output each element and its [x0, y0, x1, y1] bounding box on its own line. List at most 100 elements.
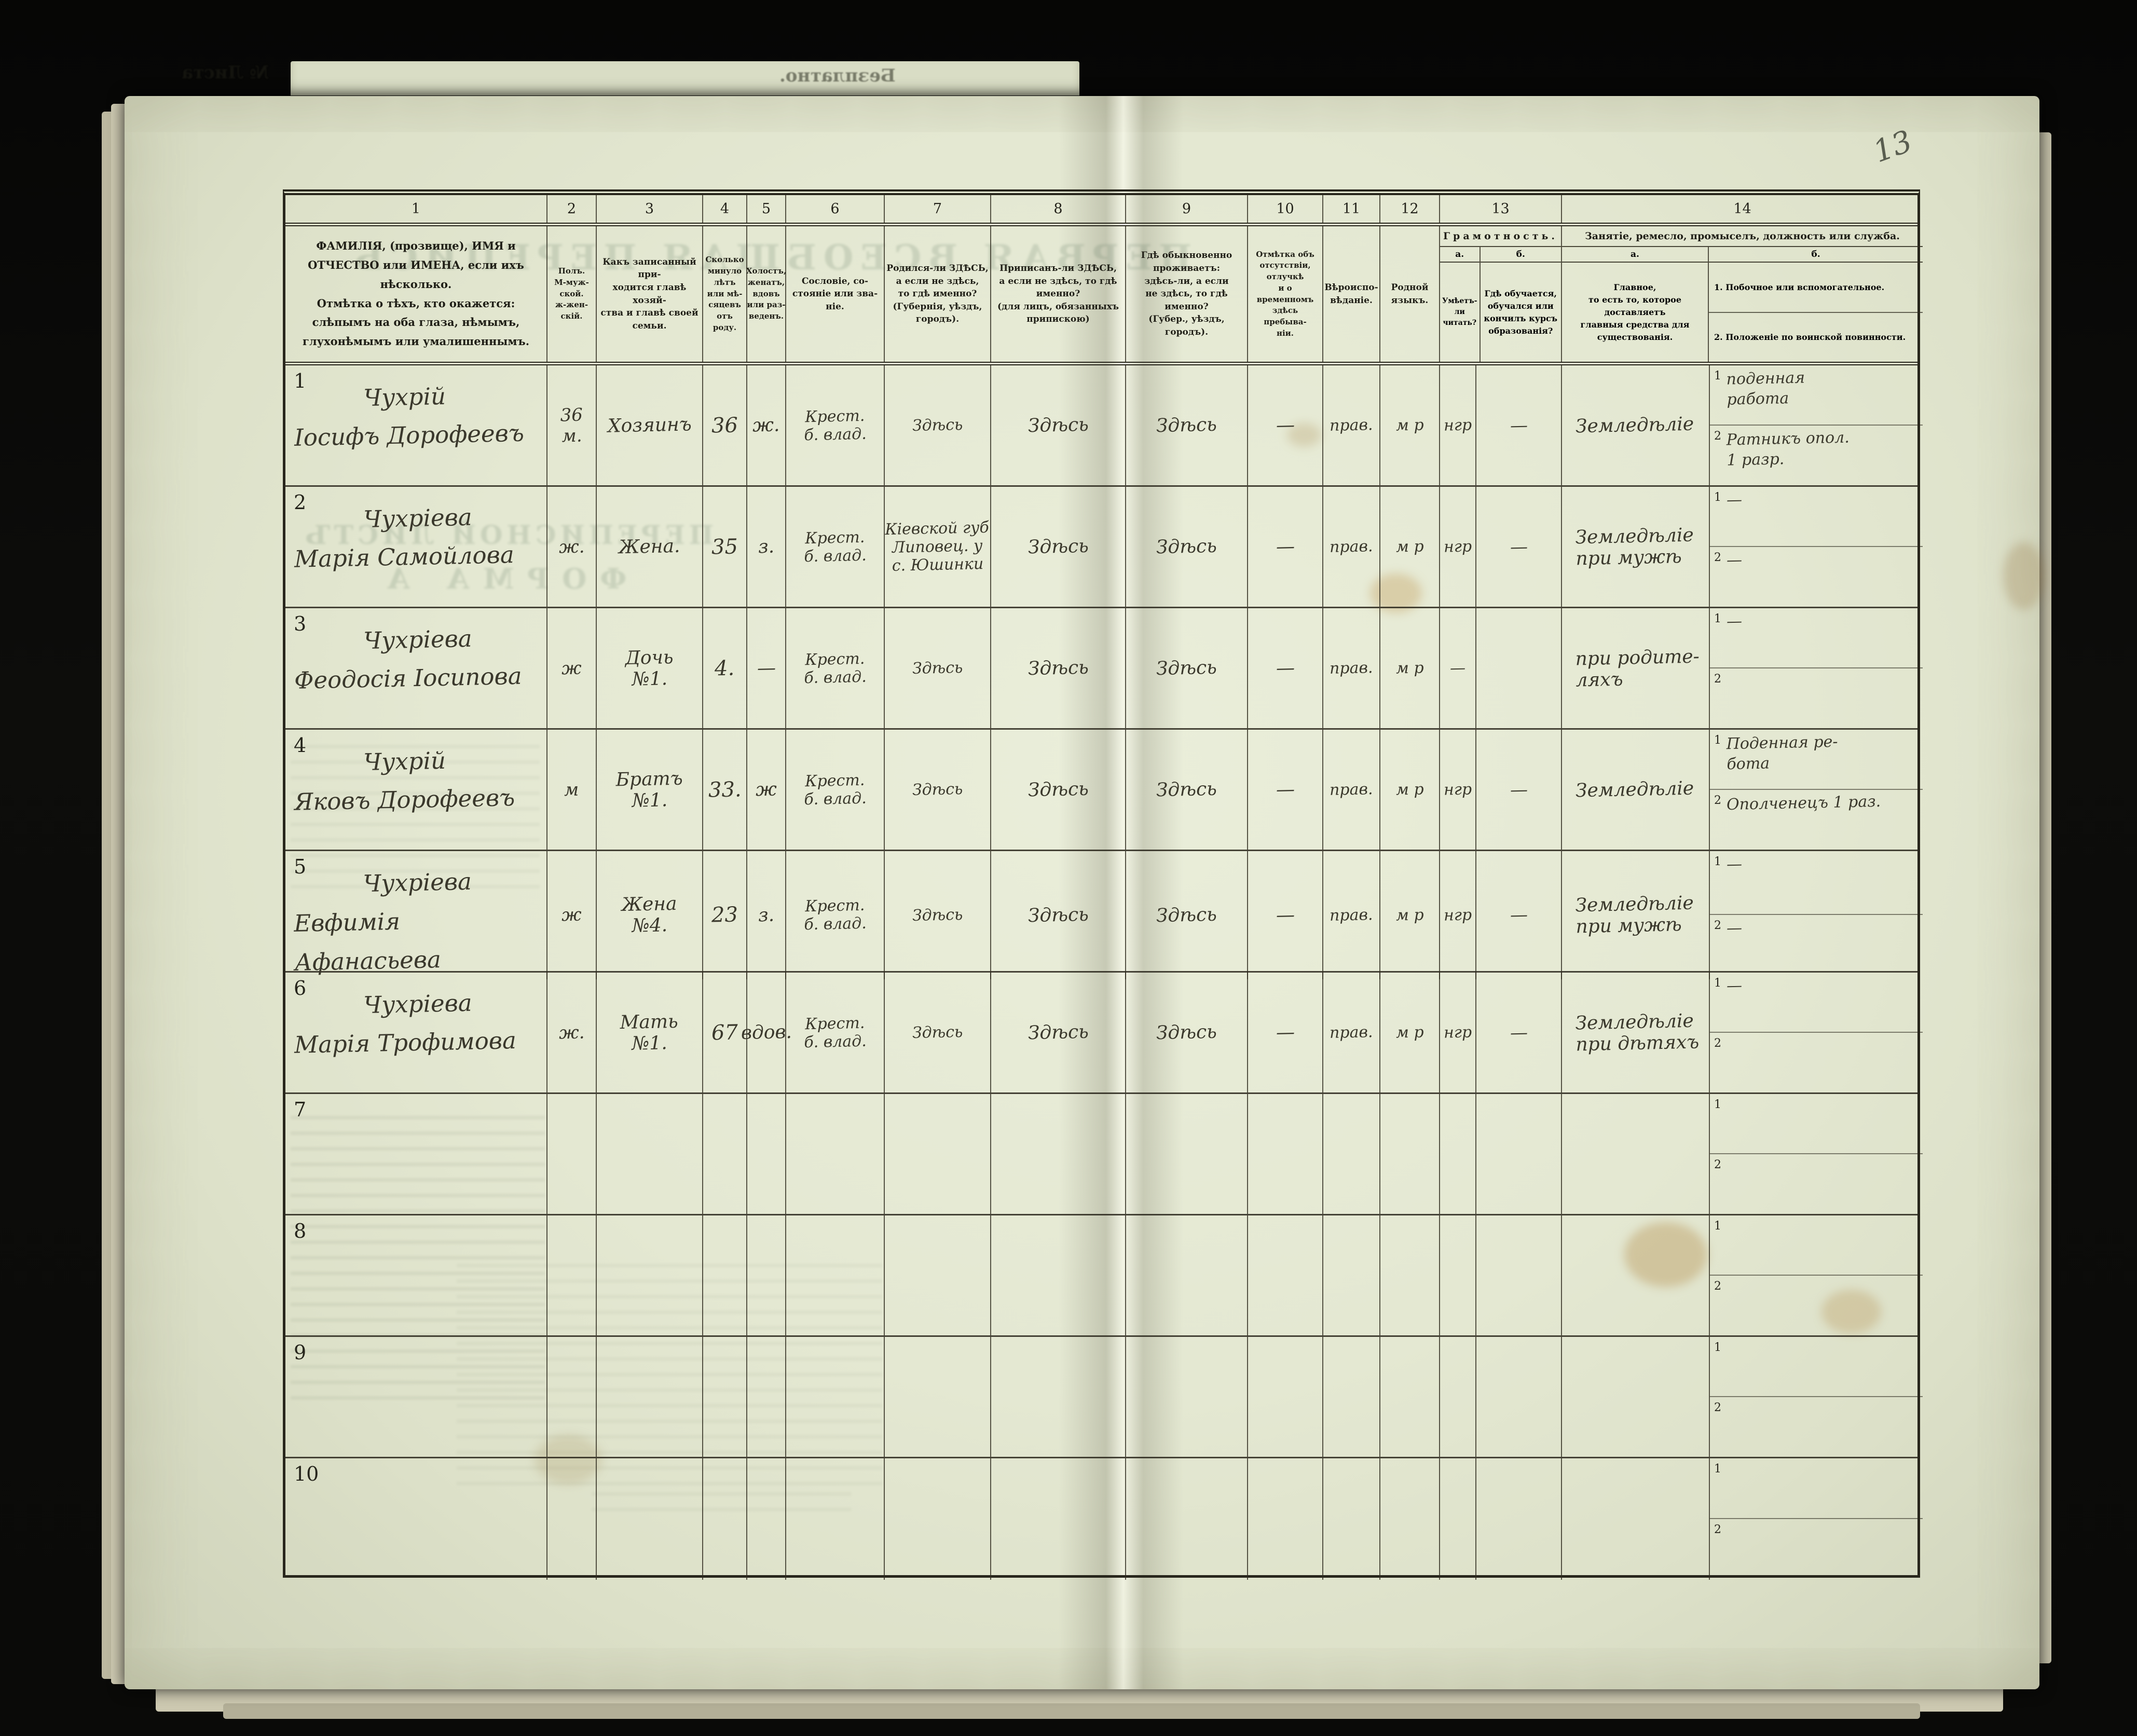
cell-sex — [547, 1337, 597, 1457]
handwritten-entry: — — [1276, 414, 1295, 436]
bleedthrough-paragraph — [291, 1116, 545, 1406]
printed-subrow-number: 1 — [1714, 1462, 1721, 1475]
cell-marital: з. — [747, 851, 786, 979]
handwritten-entry: Крест. б. влад. — [803, 896, 867, 934]
cell-residence: Здѣсь — [1126, 730, 1248, 850]
row-number: 6 — [294, 977, 307, 1000]
handwritten-entry: з. — [758, 904, 775, 926]
handwritten-entry: — — [1276, 778, 1295, 801]
cell-religion: прав. — [1323, 365, 1380, 485]
handwritten-entry: Здѣсь — [1028, 904, 1089, 927]
header-language: Родной языкъ. — [1380, 226, 1440, 362]
header-absence: Отмѣтка объ отсутствіи, отлучкѣ и о врем… — [1248, 226, 1323, 362]
cell-birthplace — [885, 1215, 991, 1335]
row-number: 9 — [294, 1341, 307, 1364]
handwritten-entry: Земледѣліе при дѣтяхъ — [1575, 1010, 1700, 1055]
cell-absence — [1248, 1337, 1323, 1457]
handwritten-entry: — — [1510, 905, 1528, 926]
handwritten-entry: м — [564, 779, 580, 800]
header-literacy-group: Грамотность. а. Умѣетъ- ли читать? б. Гд… — [1440, 226, 1562, 362]
table-row: 10 1 2 — [285, 1458, 1923, 1580]
handwritten-entry: Здѣсь — [1028, 778, 1089, 801]
cell-registered: Здѣсь — [991, 608, 1126, 728]
header-residence: Гдѣ обыкновенно проживаетъ: здѣсь-ли, а … — [1126, 226, 1248, 362]
handwritten-name — [285, 1213, 546, 1231]
bleedthrough-paragraph — [291, 745, 540, 890]
cell-marital: ж. — [747, 365, 786, 485]
handwritten-entry: Крест. б. влад. — [803, 528, 867, 566]
handwritten-entry: Крест. б. влад. — [803, 1014, 867, 1051]
cell-education: — — [1476, 487, 1562, 607]
handwritten-entry: Здѣсь — [912, 415, 963, 435]
table-row: 4 Чухрій Яковъ Дорофеевъ м Братъ №1. 33. ж Кре… — [285, 730, 1923, 851]
header-literacy-b: Гдѣ обучается, обучался или кончилъ курс… — [1484, 288, 1558, 336]
cell-age: 33. — [703, 730, 747, 850]
printed-subrow-number: 2 — [1714, 1036, 1721, 1050]
cell-relation — [597, 1094, 703, 1214]
cell-birthplace — [885, 1458, 991, 1580]
handwritten-entry: — — [757, 657, 776, 679]
cell-occupation-main — [1562, 1094, 1710, 1214]
cell-marital — [747, 1215, 786, 1335]
paper-stain — [1821, 1290, 1881, 1334]
cell-estate — [786, 1337, 885, 1457]
handwritten-entry: нгр — [1443, 780, 1472, 799]
cell-occupation-side: 1—2— — [1710, 851, 1923, 979]
handwritten-entry: Здѣсь — [1028, 414, 1089, 437]
handwritten-entry: Здѣсь — [912, 658, 963, 678]
column-number: 5 — [747, 195, 786, 223]
cell-relation: Жена №4. — [597, 851, 703, 979]
printed-subrow-number: 1 — [1714, 855, 1721, 868]
handwritten-entry: 35 — [711, 534, 738, 559]
handwritten-entry: з. — [758, 536, 775, 558]
handwritten-entry: Дочь №1. — [625, 646, 674, 690]
table-row: 5 Чухріева Евфимія Афанасьева ж Жена №4. 23 з… — [285, 851, 1923, 979]
handwritten-entry: Братъ №1. — [615, 768, 683, 812]
cell-name: 10 — [285, 1458, 547, 1580]
cell-occupation-side: 1 Поденная ре- бота 2 Ополченецъ 1 раз. — [1710, 730, 1923, 850]
handwritten-entry: — — [1726, 490, 1743, 510]
printed-subrow-number: 1 — [1714, 1098, 1721, 1111]
cell-registered — [991, 1337, 1126, 1457]
paper-stain — [1287, 423, 1321, 447]
cell-relation: Братъ №1. — [597, 730, 703, 850]
cell-residence — [1126, 1215, 1248, 1335]
handwritten-entry: — — [1726, 855, 1743, 874]
cell-occupation-side: 1 поденная работа 2 Ратникъ опол. 1 разр. — [1710, 365, 1923, 485]
header-occupation-b-label: б. — [1709, 247, 1923, 263]
cell-education — [1476, 1337, 1562, 1457]
handwritten-entry: Земледѣліе при мужѣ — [1575, 524, 1694, 569]
header-relation: Какъ записанный при- ходится главѣ хозяй… — [597, 226, 703, 362]
cell-language: м р — [1380, 730, 1440, 850]
handwritten-name — [285, 1456, 546, 1474]
occupation-side-subcell: 2— — [1710, 547, 1923, 607]
handwritten-entry: Здѣсь — [1028, 1021, 1089, 1044]
printed-subrow-number: 2 — [1714, 429, 1721, 443]
cell-name: 8 — [285, 1215, 547, 1335]
cell-occupation-main: Земледѣліе при дѣтяхъ — [1562, 973, 1710, 1092]
occupation-side-subcell: 1— — [1710, 487, 1923, 547]
handwritten-entry: Здѣсь — [1028, 535, 1089, 558]
cell-estate: Крест. б. влад. — [786, 973, 885, 1092]
table-row: 3 Чухріева Феодосія Іосипова ж Дочь №1. 4. — К… — [285, 608, 1923, 730]
cell-absence: — — [1248, 973, 1323, 1092]
cell-residence: Здѣсь — [1126, 973, 1248, 1092]
printed-subrow-number: 1 — [1714, 1220, 1721, 1233]
column-number: 10 — [1248, 195, 1323, 223]
occupation-side-subcell: 1 — [1710, 1215, 1923, 1276]
cell-registered — [991, 1094, 1126, 1214]
cell-religion — [1323, 1215, 1380, 1335]
cell-residence: Здѣсь — [1126, 851, 1248, 979]
census-sheet: ПЕРВАЯ ВСЕОБЩАЯ ПЕРЕПИСЬ ПЕРЕПИСНОЙ ЛИСТ… — [125, 96, 2045, 1689]
cell-religion — [1323, 1094, 1380, 1214]
cell-occupation-main: Земледѣліе — [1562, 365, 1710, 485]
cell-absence: — — [1248, 608, 1323, 728]
cell-estate: Крест. б. влад. — [786, 365, 885, 485]
row-number: 5 — [294, 855, 307, 878]
cell-education: — — [1476, 365, 1562, 485]
cell-religion — [1323, 1458, 1380, 1580]
cell-education: — — [1476, 973, 1562, 1092]
cell-registered — [991, 1458, 1126, 1580]
